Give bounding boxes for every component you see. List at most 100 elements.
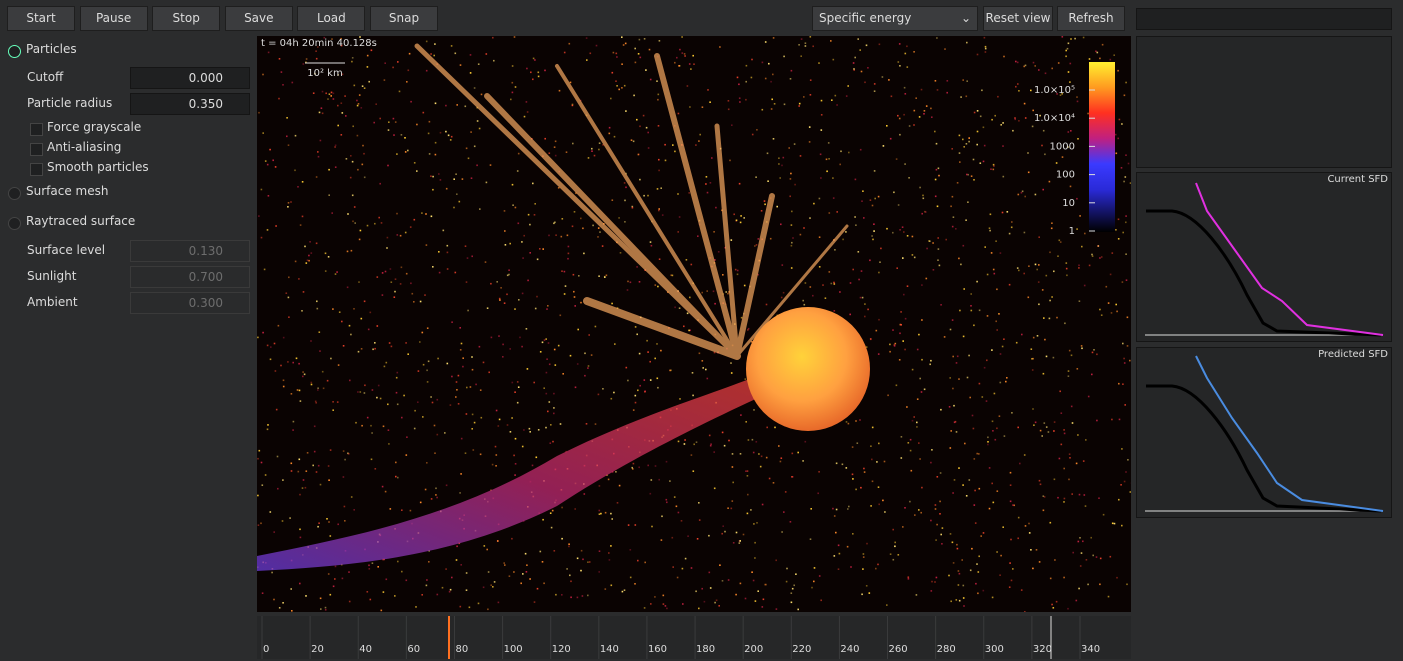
particle xyxy=(1085,439,1087,441)
particle xyxy=(839,163,841,166)
particle xyxy=(395,461,397,464)
particle xyxy=(1125,154,1127,156)
particle xyxy=(922,194,924,197)
particle xyxy=(1068,478,1070,481)
particle xyxy=(570,596,572,599)
particle xyxy=(622,44,625,46)
particle xyxy=(287,202,290,204)
particle xyxy=(455,381,458,383)
toolbar-button[interactable]: Stop xyxy=(152,6,221,31)
particle xyxy=(317,155,320,158)
particle xyxy=(1051,603,1053,606)
particle xyxy=(604,276,606,278)
number-field[interactable]: 0.130 xyxy=(130,240,250,262)
reset-view-button[interactable]: Reset view xyxy=(983,6,1053,31)
particle xyxy=(950,205,952,208)
particle xyxy=(923,113,925,115)
particle xyxy=(276,455,279,458)
particle xyxy=(1065,267,1068,270)
particle xyxy=(903,293,905,296)
particle xyxy=(350,155,352,157)
particle xyxy=(1102,513,1105,516)
particle xyxy=(803,303,806,306)
particle xyxy=(664,159,667,162)
particle xyxy=(818,575,821,577)
checkbox[interactable] xyxy=(30,143,43,156)
particle xyxy=(634,583,636,585)
particles-radio[interactable] xyxy=(8,45,21,58)
particle xyxy=(677,112,680,115)
refresh-button[interactable]: Refresh xyxy=(1057,6,1125,31)
particle xyxy=(299,582,301,585)
particle xyxy=(509,242,511,245)
checkbox[interactable] xyxy=(30,163,43,176)
particle xyxy=(1070,405,1073,408)
particle xyxy=(1023,65,1025,68)
particle xyxy=(316,300,318,303)
particle xyxy=(689,106,691,108)
toolbar-button[interactable]: Load xyxy=(297,6,366,31)
particle xyxy=(954,420,957,423)
plot-title: Predicted SFD xyxy=(1318,349,1388,360)
particle xyxy=(1109,273,1112,276)
timeline-label: 20 xyxy=(311,644,324,655)
toolbar-button[interactable]: Snap xyxy=(370,6,438,31)
particle xyxy=(598,550,601,552)
raytraced-radio[interactable] xyxy=(8,217,21,230)
particle xyxy=(1091,255,1094,257)
particle xyxy=(1113,54,1115,56)
particle xyxy=(436,593,439,596)
particle xyxy=(553,146,556,148)
particle xyxy=(316,307,319,310)
particle xyxy=(477,63,480,65)
text-field[interactable] xyxy=(1136,8,1392,30)
quantity-select[interactable]: Specific energy ⌄ xyxy=(812,6,978,31)
particle xyxy=(315,57,318,60)
particle xyxy=(349,379,351,382)
particle xyxy=(930,590,933,592)
particle xyxy=(387,164,389,167)
particle xyxy=(1125,81,1127,84)
particle xyxy=(738,182,741,185)
particle xyxy=(629,281,632,284)
particle xyxy=(503,302,506,304)
particle xyxy=(562,373,564,375)
surface-mesh-radio[interactable] xyxy=(8,187,21,200)
particle xyxy=(1121,281,1124,283)
particle xyxy=(625,186,627,189)
particle xyxy=(1079,537,1081,539)
particle xyxy=(683,325,685,328)
particle xyxy=(381,272,384,274)
particle xyxy=(1017,83,1019,85)
particle xyxy=(299,224,302,226)
particle xyxy=(872,238,874,241)
particle xyxy=(516,381,519,383)
particle xyxy=(581,595,584,597)
particle xyxy=(830,40,832,42)
particle xyxy=(754,245,756,247)
particle xyxy=(613,135,616,138)
particle xyxy=(363,152,365,155)
particle xyxy=(920,391,923,393)
particle xyxy=(1012,129,1014,132)
number-field[interactable]: 0.300 xyxy=(130,292,250,314)
viewport[interactable]: t = 04h 20min 40.128s 10² km 1.0×10⁵1.0×… xyxy=(257,36,1131,612)
toolbar-button[interactable]: Start xyxy=(7,6,75,31)
checkbox[interactable] xyxy=(30,123,43,136)
number-field[interactable]: 0.000 xyxy=(130,67,250,89)
particle xyxy=(772,482,775,484)
number-field[interactable]: 0.700 xyxy=(130,266,250,288)
particle xyxy=(330,357,332,360)
particle xyxy=(312,92,315,94)
particle xyxy=(627,524,630,526)
timeline[interactable]: 0 20 40 60 80 100 120 140 160 180 200 220 240 260 280 3… xyxy=(257,616,1131,659)
particle xyxy=(996,427,998,430)
number-field[interactable]: 0.350 xyxy=(130,93,250,115)
toolbar-button[interactable]: Save xyxy=(224,6,293,31)
particle xyxy=(934,195,937,198)
particle xyxy=(918,333,920,336)
particle xyxy=(897,204,900,206)
particle xyxy=(356,99,358,102)
particle xyxy=(762,598,765,601)
toolbar-button[interactable]: Pause xyxy=(79,6,148,31)
